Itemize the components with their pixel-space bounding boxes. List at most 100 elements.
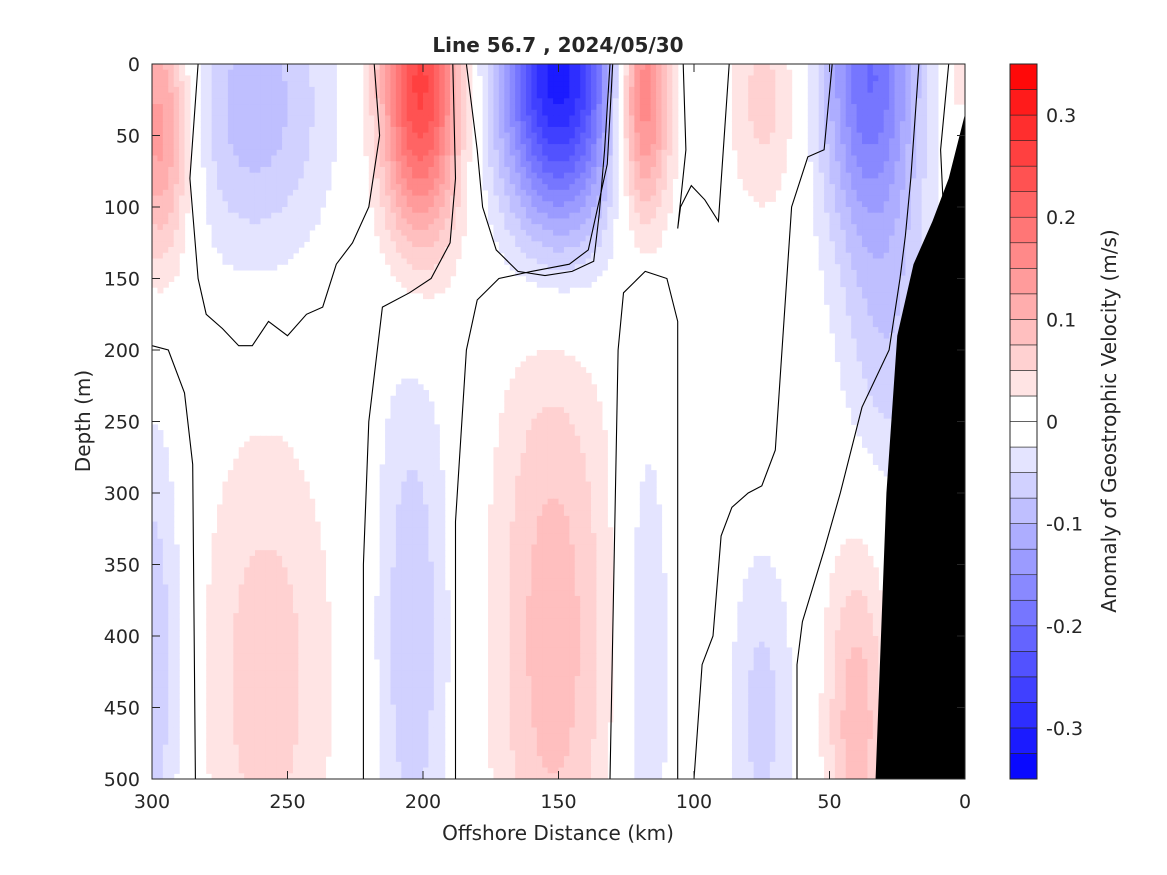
contour-cell: [433, 109, 440, 117]
contour-cell: [509, 92, 516, 99]
contour-cell: [862, 441, 869, 448]
contour-cell: [569, 138, 576, 145]
contour-cell: [878, 161, 885, 168]
contour-cell: [932, 81, 939, 88]
contour-cell: [878, 138, 885, 145]
contour-cell: [298, 138, 305, 145]
contour-cell: [271, 161, 278, 168]
contour-cell: [656, 229, 663, 237]
contour-cell: [867, 212, 874, 220]
contour-cell: [287, 201, 294, 208]
contour-cell: [742, 115, 749, 122]
contour-cell: [292, 155, 299, 162]
contour-cell: [531, 184, 538, 191]
contour-cell: [553, 401, 560, 408]
contour-cell: [596, 269, 603, 277]
contour-cell: [759, 172, 766, 179]
contour-cell: [591, 144, 598, 151]
contour-cell: [553, 115, 560, 122]
contour-cell: [845, 309, 852, 317]
contour-cell: [179, 247, 186, 254]
contour-cell: [634, 144, 641, 151]
contour-cell: [498, 435, 505, 443]
contour-cell: [428, 109, 435, 117]
contour-cell: [818, 86, 825, 94]
contour-cell: [591, 98, 598, 105]
contour-cell: [748, 121, 755, 128]
contour-cell: [460, 161, 467, 168]
contour-cell: [786, 132, 793, 139]
contour-cell: [628, 104, 635, 111]
contour-cell: [574, 447, 581, 454]
contour-cell: [428, 184, 435, 191]
contour-cell: [574, 138, 581, 145]
contour-cell: [515, 201, 522, 208]
contour-cell: [596, 424, 603, 431]
contour-cell: [477, 64, 484, 71]
contour-cell: [482, 132, 489, 139]
contour-cell: [862, 315, 869, 322]
contour-cell: [385, 144, 392, 151]
contour-cell: [563, 275, 570, 282]
contour-cell: [303, 98, 310, 105]
contour-cell: [867, 81, 874, 88]
contour-cell: [872, 252, 879, 260]
contour-cell: [390, 207, 397, 214]
contour-cell: [932, 207, 939, 214]
contour-cell: [406, 264, 413, 271]
contour-cell: [894, 132, 901, 139]
contour-cell: [558, 184, 565, 191]
contour-cell: [894, 315, 901, 322]
contour-cell: [423, 64, 430, 71]
contour-cell: [840, 304, 847, 311]
contour-cell: [574, 212, 581, 220]
contour-cell: [428, 166, 435, 174]
contour-cell: [872, 372, 879, 380]
contour-cell: [591, 241, 598, 248]
contour-cell: [260, 104, 267, 111]
contour-cell: [265, 126, 272, 134]
contour-cell: [423, 447, 430, 454]
contour-cell: [542, 355, 549, 363]
contour-cell: [656, 98, 663, 105]
contour-cell: [862, 81, 869, 88]
contour-cell: [233, 155, 240, 162]
contour-cell: [412, 161, 419, 168]
contour-cell: [742, 144, 749, 151]
contour-cell: [845, 138, 852, 145]
contour-cell: [206, 144, 213, 151]
contour-cell: [423, 292, 430, 300]
contour-cell: [666, 92, 673, 99]
contour-cell: [856, 361, 863, 368]
contour-cell: [238, 126, 245, 134]
contour-cell: [525, 235, 532, 242]
contour-cell: [515, 435, 522, 443]
contour-cell: [818, 201, 825, 208]
contour-cell: [862, 166, 869, 174]
contour-cell: [433, 98, 440, 105]
contour-cell: [260, 195, 267, 202]
contour-cell: [303, 115, 310, 122]
contour-cell: [553, 149, 560, 157]
contour-cell: [574, 269, 581, 277]
contour-cell: [601, 178, 608, 185]
contour-cell: [780, 81, 787, 88]
contour-cell: [498, 207, 505, 214]
contour-cell: [390, 435, 397, 443]
contour-cell: [601, 441, 608, 448]
contour-cell: [672, 132, 679, 139]
contour-cell: [152, 447, 159, 454]
contour-cell: [536, 390, 543, 397]
contour-cell: [525, 126, 532, 134]
contour-cell: [834, 166, 841, 174]
contour-cell: [731, 132, 738, 139]
contour-cell: [455, 144, 462, 151]
contour-cell: [753, 161, 760, 168]
contour-cell: [867, 264, 874, 271]
contour-cell: [585, 372, 592, 380]
contour-cell: [482, 92, 489, 99]
contour-cell: [298, 224, 305, 231]
contour-cell: [314, 109, 321, 117]
contour-cell: [439, 195, 446, 202]
contour-cell: [889, 355, 896, 363]
